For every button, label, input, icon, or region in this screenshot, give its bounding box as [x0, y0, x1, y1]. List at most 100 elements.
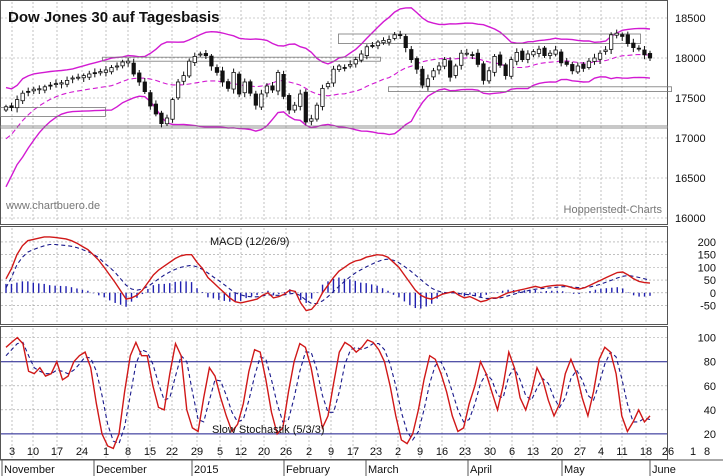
axis-labels: 160001650017000175001800018500-500501001…	[0, 13, 723, 476]
chart-title: Dow Jones 30 auf Tagesbasis	[8, 9, 219, 26]
lower-bollinger-band	[5, 76, 651, 188]
support-resistance-box	[0, 107, 106, 117]
x-day-label: 2	[395, 446, 401, 458]
x-day-label: 30	[484, 446, 496, 458]
candle-body	[398, 34, 403, 37]
x-day-label: 20	[258, 446, 270, 458]
candle-body	[303, 91, 308, 123]
candle-body	[514, 52, 519, 62]
x-month-label: March	[368, 464, 399, 476]
x-month-label: June	[652, 464, 676, 476]
candle-body	[214, 67, 220, 73]
candle-body	[342, 67, 347, 69]
candle-body	[309, 118, 314, 122]
candle-body	[242, 81, 247, 94]
candle-body	[459, 52, 464, 66]
candle-body	[375, 41, 381, 47]
x-day-label: 8	[704, 446, 710, 458]
candle-body	[109, 67, 114, 73]
x-month-label: February	[286, 464, 331, 476]
macd-y-tick-label: 100	[698, 262, 716, 274]
candle-body	[20, 92, 25, 102]
macd-signal-line	[5, 243, 651, 305]
candle-body	[59, 82, 64, 85]
gridlines	[1, 2, 667, 458]
support-resistance-box	[338, 33, 641, 44]
candle-body	[76, 76, 81, 79]
candle-body	[336, 65, 342, 70]
candle-body	[636, 47, 642, 50]
candle-body	[647, 53, 653, 59]
candle-body	[325, 83, 331, 88]
price-y-tick-label: 18500	[675, 13, 706, 25]
candle-body	[409, 49, 414, 61]
candle-body	[531, 51, 536, 56]
candle-body	[114, 65, 120, 68]
candle-body	[37, 88, 42, 91]
candle-body	[9, 105, 14, 108]
candle-body	[420, 68, 425, 86]
support-resistance-box	[102, 56, 381, 62]
x-day-label: 18	[640, 446, 652, 458]
macd-y-tick-label: 200	[698, 237, 716, 249]
watermark-right: Hoppenstedt-Charts	[564, 204, 663, 216]
candle-body	[181, 75, 186, 82]
candle-body	[320, 88, 325, 107]
candle-body	[220, 70, 225, 83]
candle-body	[92, 72, 97, 75]
x-day-label: 13	[527, 446, 539, 458]
candle-body	[592, 57, 597, 62]
candle-body	[353, 59, 358, 65]
candle-body	[486, 70, 492, 82]
candle-body	[442, 59, 447, 67]
candle-body	[620, 34, 625, 37]
x-day-label: 1	[103, 446, 109, 458]
candle-body	[203, 53, 208, 56]
x-month-label: April	[470, 464, 492, 476]
candle-body	[42, 86, 47, 91]
x-day-label: 10	[27, 446, 39, 458]
x-month-label: 2015	[194, 464, 218, 476]
x-day-label: 6	[509, 446, 515, 458]
x-day-label: 24	[76, 446, 88, 458]
candle-body	[3, 106, 9, 111]
candle-body	[481, 63, 486, 81]
price-y-tick-label: 16000	[675, 213, 706, 225]
x-day-label: 16	[436, 446, 448, 458]
macd-y-tick-label: 0	[710, 288, 716, 300]
stoch-panel-frame	[0, 326, 668, 460]
candle-body	[370, 45, 375, 47]
x-day-label: 23	[370, 446, 382, 458]
x-day-label: 5	[217, 446, 223, 458]
x-day-label: 26	[662, 446, 674, 458]
macd-plot	[5, 236, 651, 312]
candle-body	[586, 60, 592, 69]
candle-body	[453, 65, 458, 76]
candle-body	[131, 62, 136, 75]
candle-body	[248, 81, 253, 94]
candle-body	[331, 68, 336, 84]
candle-body	[359, 53, 364, 61]
candle-body	[470, 54, 475, 56]
candle-body	[564, 61, 569, 65]
candle-body	[536, 48, 542, 54]
candle-body	[431, 70, 436, 78]
price-y-tick-label: 16500	[675, 173, 706, 185]
candle-body	[581, 63, 586, 69]
x-month-label: December	[96, 464, 147, 476]
candle-body	[175, 81, 181, 99]
candle-body	[170, 99, 175, 120]
candle-body	[287, 95, 292, 111]
candle-body	[570, 64, 575, 72]
x-day-label: 4	[598, 446, 604, 458]
stochastic-k-line	[5, 336, 651, 450]
candle-body	[631, 42, 636, 48]
support-resistance-box	[0, 125, 668, 129]
candle-body	[475, 52, 481, 65]
candle-body	[386, 39, 392, 43]
price-y-tick-label: 17000	[675, 133, 706, 145]
moving-average-line	[5, 53, 651, 140]
candle-body	[275, 72, 281, 92]
candle-body	[87, 73, 92, 78]
